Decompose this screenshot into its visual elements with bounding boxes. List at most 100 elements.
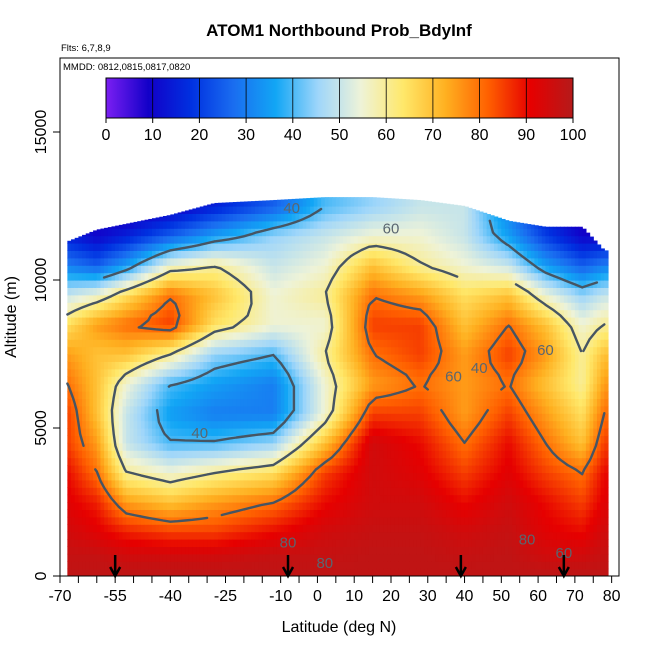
heatmap-cell xyxy=(302,383,307,392)
heatmap-cell xyxy=(137,346,142,355)
heatmap-cell xyxy=(265,361,271,370)
heatmap-cell xyxy=(100,487,105,496)
heatmap-cell xyxy=(159,220,164,229)
heatmap-cell xyxy=(409,435,414,444)
heatmap-cell xyxy=(251,354,256,362)
heatmap-cell xyxy=(350,265,355,274)
heatmap-cell xyxy=(390,413,396,422)
heatmap-cell xyxy=(398,250,403,259)
heatmap-cell xyxy=(313,287,319,296)
heatmap-cell xyxy=(151,568,157,576)
heatmap-cell xyxy=(424,413,429,422)
heatmap-cell xyxy=(93,435,98,444)
heatmap-cell xyxy=(162,428,168,436)
heatmap-cell xyxy=(243,339,249,348)
heatmap-cell xyxy=(188,405,193,414)
heatmap-cell xyxy=(188,568,193,576)
heatmap-cell xyxy=(254,361,260,370)
heatmap-cell xyxy=(151,294,157,303)
heatmap-cell xyxy=(254,391,260,399)
heatmap-cell xyxy=(104,265,109,274)
heatmap-cell xyxy=(299,198,304,200)
heatmap-cell xyxy=(129,428,135,436)
heatmap-cell xyxy=(225,331,230,340)
heatmap-cell xyxy=(339,465,344,473)
heatmap-cell xyxy=(111,324,116,333)
heatmap-cell xyxy=(140,479,146,488)
heatmap-cell xyxy=(343,243,348,251)
heatmap-cell xyxy=(111,524,116,533)
heatmap-cell xyxy=(82,442,87,451)
heatmap-cell xyxy=(339,220,344,229)
heatmap-cell xyxy=(361,561,366,570)
heatmap-cell xyxy=(405,391,410,399)
heatmap-cell xyxy=(306,198,311,200)
heatmap-cell xyxy=(357,472,363,481)
heatmap-cell xyxy=(343,531,348,540)
heatmap-cell xyxy=(144,561,149,570)
heatmap-cell xyxy=(346,546,352,555)
heatmap-cell xyxy=(339,561,344,570)
heatmap-cell xyxy=(247,235,252,244)
heatmap-cell xyxy=(416,383,422,392)
heatmap-cell xyxy=(181,228,186,237)
heatmap-cell xyxy=(354,361,359,370)
heatmap-cell xyxy=(420,368,425,377)
heatmap-cell xyxy=(137,376,142,385)
heatmap-cell xyxy=(424,265,429,274)
heatmap-cell xyxy=(82,383,87,392)
heatmap-cell xyxy=(115,265,120,274)
heatmap-cell xyxy=(413,502,418,510)
heatmap-cell xyxy=(413,272,418,281)
heatmap-cell xyxy=(321,376,326,385)
heatmap-cell xyxy=(258,317,263,325)
heatmap-cell xyxy=(343,317,348,325)
heatmap-cell xyxy=(299,487,304,496)
heatmap-cell xyxy=(89,472,94,481)
heatmap-cell xyxy=(313,420,319,429)
heatmap-cell xyxy=(431,442,436,451)
heatmap-cell xyxy=(317,494,322,503)
heatmap-cell xyxy=(424,531,429,540)
heatmap-cell xyxy=(357,442,363,451)
heatmap-cell xyxy=(137,405,142,414)
heatmap-cell xyxy=(166,235,171,244)
heatmap-cell xyxy=(192,539,197,547)
heatmap-cell xyxy=(188,546,193,555)
heatmap-cell xyxy=(174,509,179,518)
heatmap-cell xyxy=(295,457,300,466)
heatmap-cell xyxy=(144,413,149,422)
heatmap-cell xyxy=(162,398,168,407)
heatmap-cell xyxy=(273,450,278,459)
heatmap-cell xyxy=(159,509,164,518)
heatmap-cell xyxy=(299,220,304,229)
heatmap-cell xyxy=(177,568,182,576)
heatmap-cell xyxy=(170,442,175,451)
heatmap-cell xyxy=(140,450,146,459)
heatmap-cell xyxy=(299,561,304,570)
heatmap-cell xyxy=(427,568,433,576)
heatmap-cell xyxy=(166,215,171,222)
heatmap-cell xyxy=(74,294,79,303)
heatmap-cell xyxy=(416,368,422,377)
heatmap-cell xyxy=(177,391,182,399)
heatmap-cell xyxy=(122,405,127,414)
heatmap-cell xyxy=(93,546,98,555)
heatmap-cell xyxy=(192,487,197,496)
heatmap-cell xyxy=(159,457,164,466)
heatmap-cell xyxy=(383,302,388,311)
heatmap-cell xyxy=(310,391,315,399)
heatmap-cell xyxy=(159,494,164,503)
heatmap-cell xyxy=(350,561,355,570)
heatmap-cell xyxy=(236,235,241,244)
heatmap-cell xyxy=(122,383,127,392)
heatmap-cell xyxy=(383,280,388,288)
heatmap-cell xyxy=(93,230,98,237)
heatmap-cell xyxy=(324,235,330,244)
heatmap-cell xyxy=(236,201,241,207)
heatmap-cell xyxy=(427,368,433,377)
heatmap-cell xyxy=(78,442,83,451)
heatmap-cell xyxy=(174,235,179,244)
heatmap-cell xyxy=(339,354,344,362)
heatmap-cell xyxy=(383,250,388,259)
